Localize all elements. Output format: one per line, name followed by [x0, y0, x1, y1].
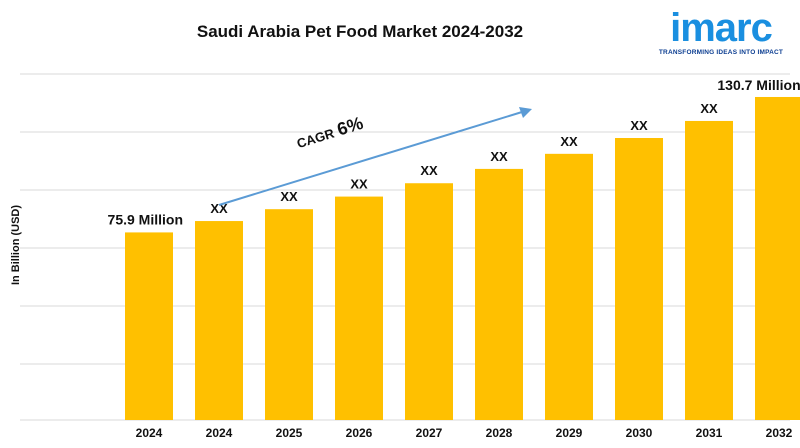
logo-wordmark: imarc: [670, 6, 773, 50]
data-label: XX: [350, 177, 368, 192]
bar: [265, 209, 313, 420]
bar: [405, 183, 453, 420]
cagr-arrow: [218, 107, 532, 206]
data-label: XX: [420, 163, 438, 178]
bars: [125, 96, 800, 420]
bar: [615, 138, 663, 420]
x-tick-label: 2030: [626, 426, 653, 440]
data-label: XX: [560, 134, 578, 149]
x-tick-label: 2032: [766, 426, 793, 440]
x-tick-label: 2025: [276, 426, 303, 440]
x-tick-label: 2031: [696, 426, 723, 440]
x-tick-label: 2026: [346, 426, 373, 440]
logo-tagline: TRANSFORMING IDEAS INTO IMPACT: [658, 49, 784, 56]
data-label: XX: [490, 149, 508, 164]
bar: [335, 196, 383, 420]
data-label: XX: [280, 189, 298, 204]
arrow-shaft: [218, 111, 523, 206]
bar: [755, 96, 800, 420]
x-tick-label: 2029: [556, 426, 583, 440]
data-label: XX: [210, 201, 228, 216]
bar: [195, 221, 243, 420]
bar: [685, 120, 733, 420]
bar: [545, 153, 593, 420]
data-label: XX: [630, 118, 648, 133]
data-label: 75.9 Million: [108, 211, 183, 227]
arrow-head: [519, 107, 532, 118]
x-tick-label: 2027: [416, 426, 443, 440]
x-tick-labels: 2024 2024 2025 2026 2027 2028 2029 2030 2031 2032: [136, 426, 793, 440]
chart-title: Saudi Arabia Pet Food Market 2024-2032: [196, 22, 524, 41]
imarc-logo: imarc TRANSFORMING IDEAS INTO IMPACT: [656, 8, 786, 56]
x-tick-label: 2024: [136, 426, 163, 440]
x-tick-label: 2024: [206, 426, 233, 440]
x-tick-label: 2028: [486, 426, 513, 440]
data-labels: 75.9 Million XX XX XX XX XX XX XX XX 130.7 Millio…: [108, 77, 800, 227]
data-label: XX: [700, 101, 718, 116]
bar: [475, 168, 523, 420]
data-label: 130.7 Million: [717, 77, 800, 93]
bar: [125, 232, 173, 420]
